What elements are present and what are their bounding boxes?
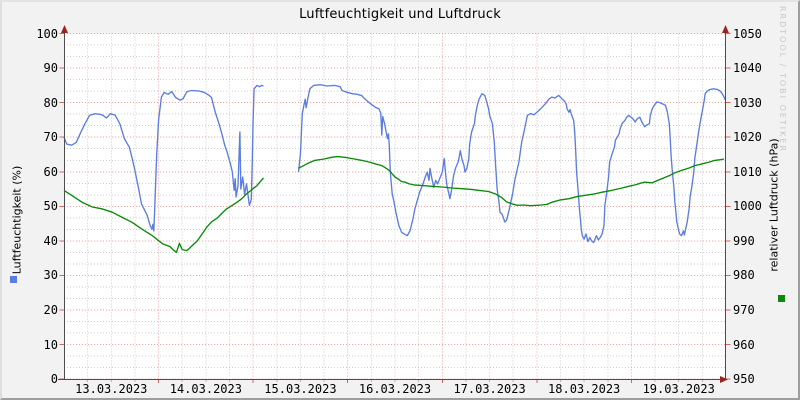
y-right-tick-label: 1010 — [733, 164, 762, 179]
y-right-tick-label: 1020 — [733, 130, 762, 145]
right-axis-arrow-icon — [722, 25, 729, 33]
y-left-tick-label: 30 — [43, 268, 58, 283]
y-right-tick-label: 980 — [733, 268, 755, 283]
series-line-humidity — [63, 84, 264, 232]
y-left-tick-label: 10 — [43, 337, 58, 352]
y-left-tick-label: 20 — [43, 303, 58, 318]
y-left-tick-label: 80 — [43, 95, 58, 110]
y-right-tick-label: 1040 — [733, 61, 762, 76]
y-right-tick-label: 990 — [733, 233, 755, 248]
y-left-tick-label: 0 — [50, 372, 58, 387]
x-date-label: 17.03.2023 — [453, 382, 526, 396]
y-left-tick-label: 90 — [43, 61, 58, 76]
series-line-humidity — [297, 84, 726, 244]
y-right-tick-label: 960 — [733, 337, 755, 352]
y-left-tick-label: 100 — [36, 26, 58, 41]
right-axis-label: relativer Luftdruck (hPa) — [767, 138, 781, 272]
y-right-tick-label: 1030 — [733, 95, 762, 110]
series-line-pressure — [298, 155, 725, 207]
rrdtool-watermark: RRDTOOL / TOBI OETIKER — [778, 6, 787, 154]
left-axis-arrow-icon — [61, 25, 68, 33]
x-date-label: 13.03.2023 — [75, 382, 148, 396]
legend-pressure-marker — [778, 295, 785, 302]
y-left-tick-label: 50 — [43, 199, 58, 214]
y-right-tick-label: 950 — [733, 372, 755, 387]
x-date-label: 14.03.2023 — [169, 382, 242, 396]
series-line-pressure — [63, 177, 265, 253]
x-axis-arrow-icon — [720, 376, 728, 383]
legend-humidity-marker — [10, 276, 17, 283]
x-date-label: 15.03.2023 — [264, 382, 337, 396]
x-date-label: 16.03.2023 — [358, 382, 432, 396]
x-date-label: 19.03.2023 — [642, 382, 715, 396]
y-left-tick-label: 70 — [43, 130, 58, 145]
y-left-tick-label: 40 — [43, 233, 58, 248]
y-right-tick-label: 1050 — [733, 26, 762, 41]
x-date-label: 18.03.2023 — [548, 382, 621, 396]
y-left-tick-label: 60 — [43, 164, 58, 179]
y-right-tick-label: 1000 — [733, 199, 762, 214]
y-right-tick-label: 970 — [733, 303, 755, 318]
left-axis-label: Luftfeuchtigkeit (%) — [10, 165, 24, 275]
chart-title: Luftfeuchtigkeit und Luftdruck — [299, 7, 501, 22]
